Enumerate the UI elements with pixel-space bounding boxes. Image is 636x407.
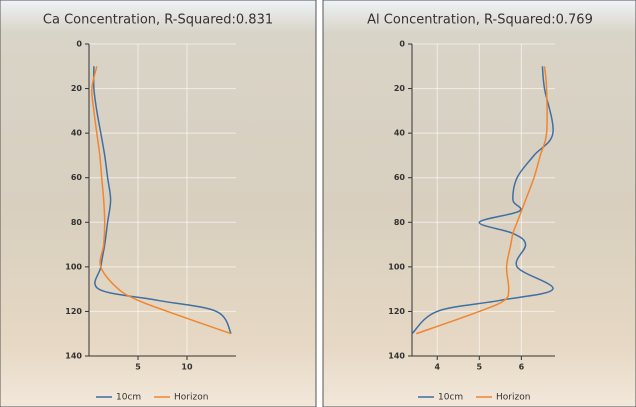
x-tick-label: 5 bbox=[135, 363, 141, 372]
x-tick-label: 5 bbox=[477, 363, 483, 372]
y-tick-label: 120 bbox=[388, 307, 405, 316]
y-tick-label: 140 bbox=[388, 352, 405, 361]
y-tick-label: 40 bbox=[394, 129, 406, 138]
y-tick-label: 80 bbox=[71, 218, 83, 227]
panel bbox=[0, 0, 317, 407]
y-tick-label: 0 bbox=[76, 40, 82, 49]
series-line bbox=[92, 66, 232, 335]
y-tick-label: 60 bbox=[394, 173, 406, 182]
legend-label: 10cm bbox=[116, 393, 141, 403]
y-tick-label: 20 bbox=[71, 84, 83, 93]
y-tick-label: 100 bbox=[65, 262, 82, 271]
y-tick-label: 40 bbox=[71, 129, 83, 138]
series-line bbox=[411, 66, 554, 335]
x-tick-label: 10 bbox=[181, 363, 193, 372]
y-tick-label: 20 bbox=[394, 84, 406, 93]
y-tick-label: 120 bbox=[65, 307, 82, 316]
legend-label: 10cm bbox=[438, 393, 463, 403]
y-tick-label: 60 bbox=[71, 173, 83, 182]
legend-label: Horizon bbox=[174, 393, 208, 403]
y-tick-label: 140 bbox=[65, 352, 82, 361]
y-tick-label: 0 bbox=[399, 40, 405, 49]
legend-label: Horizon bbox=[496, 393, 530, 403]
series-line bbox=[415, 66, 548, 335]
chart-title: Ca Concentration, R-Squared:0.831 bbox=[43, 13, 273, 28]
chart-title: Al Concentration, R-Squared:0.769 bbox=[367, 13, 593, 28]
series-line bbox=[91, 66, 232, 335]
x-tick-label: 4 bbox=[434, 363, 440, 372]
y-tick-label: 80 bbox=[394, 218, 406, 227]
x-tick-label: 6 bbox=[519, 363, 525, 372]
y-tick-label: 100 bbox=[388, 262, 405, 271]
